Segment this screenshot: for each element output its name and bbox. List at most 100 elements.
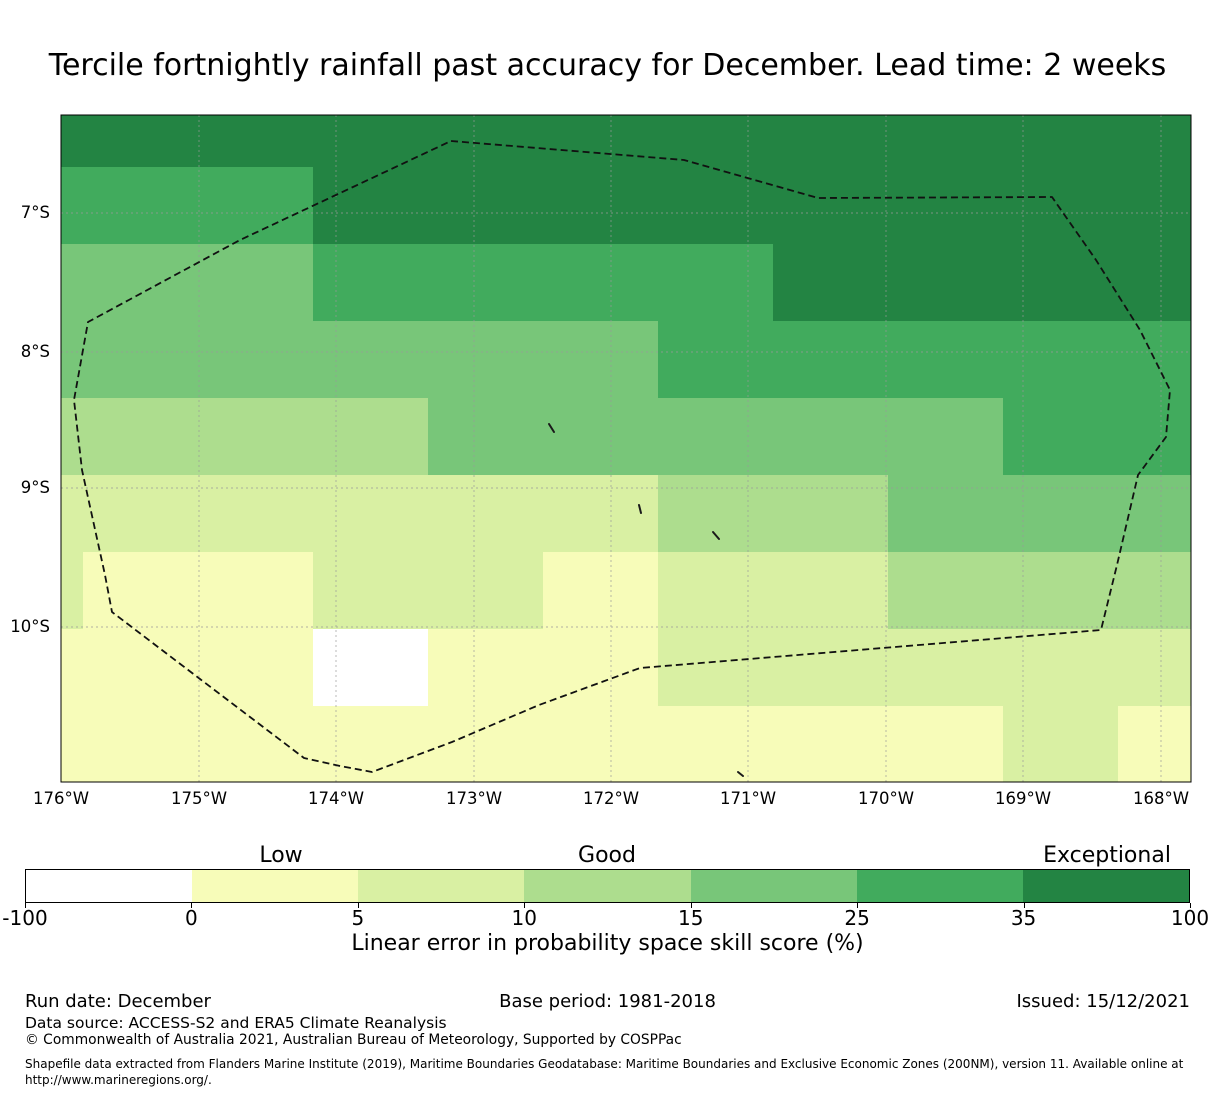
map-cell <box>61 398 83 475</box>
x-tick-label: 170°W <box>857 789 915 808</box>
map-cell <box>1003 706 1118 782</box>
colorbar-tick-label: 100 <box>1170 906 1210 930</box>
map-cell <box>198 706 313 782</box>
map-cell <box>1118 244 1191 321</box>
colorbar-category-label: Exceptional <box>1043 843 1171 868</box>
map-cell <box>773 167 888 244</box>
map-cell <box>1118 321 1191 398</box>
x-tick-label: 169°W <box>994 789 1052 808</box>
colorbar-tick-label: 15 <box>677 906 704 930</box>
map-cell <box>313 629 428 706</box>
copyright-text: © Commonwealth of Australia 2021, Austra… <box>25 1032 682 1048</box>
colorbar-tick-label: 25 <box>844 906 870 930</box>
island-marks <box>548 423 744 777</box>
y-tick-label: 10°S <box>10 617 50 636</box>
map-cell <box>83 475 198 552</box>
map-cell <box>543 167 658 244</box>
colorbar-segment <box>524 870 691 902</box>
x-tick-label: 176°W <box>32 789 90 808</box>
map-cell <box>83 398 198 475</box>
map-cells <box>61 115 1191 782</box>
x-tick-label: 174°W <box>307 789 365 808</box>
map-cell <box>313 244 428 321</box>
map-cell <box>428 475 543 552</box>
map-cell <box>428 244 543 321</box>
map-cell <box>1003 629 1118 706</box>
colorbar-tick-label: 10 <box>511 906 538 930</box>
map-cell <box>61 629 83 706</box>
map-cell <box>1003 321 1118 398</box>
map-cell <box>1118 398 1191 475</box>
colorbar-tick-mark <box>857 903 859 908</box>
map-cell <box>83 706 198 782</box>
colorbar-tick-mark <box>1190 903 1191 908</box>
colorbar-segment <box>26 870 193 902</box>
colorbar-tick-mark <box>690 903 692 908</box>
run-date-text: Run date: December <box>25 991 211 1012</box>
map-cell <box>888 475 1003 552</box>
map-cell <box>543 244 658 321</box>
map-cell <box>773 398 888 475</box>
rainfall-accuracy-map <box>60 114 1192 783</box>
y-tick-label: 8°S <box>20 342 50 361</box>
map-cell <box>428 321 543 398</box>
map-cell <box>1118 552 1191 629</box>
map-cell <box>773 706 888 782</box>
chart-title: Tercile fortnightly rainfall past accura… <box>48 48 1167 83</box>
map-cell <box>61 552 83 629</box>
map-cell <box>313 398 428 475</box>
colorbar-segment <box>690 870 857 902</box>
map-cell <box>543 706 658 782</box>
map-cell <box>658 552 773 629</box>
map-gridlines <box>61 115 1191 782</box>
map-cell <box>1118 706 1191 782</box>
map-cell <box>773 629 888 706</box>
map-cell <box>543 552 658 629</box>
map-cell <box>658 398 773 475</box>
map-cell <box>888 167 1003 244</box>
map-cell <box>543 321 658 398</box>
map-cell <box>1003 398 1118 475</box>
colorbar-segment <box>192 870 359 902</box>
map-cell <box>888 706 1003 782</box>
map-cell <box>543 629 658 706</box>
map-cell <box>313 321 428 398</box>
map-cell <box>658 167 773 244</box>
map-cell <box>658 629 773 706</box>
map-cell <box>773 475 888 552</box>
map-cell <box>61 706 83 782</box>
map-cell <box>1003 244 1118 321</box>
data-source-text: Data source: ACCESS-S2 and ERA5 Climate … <box>25 1014 447 1032</box>
map-cell <box>888 398 1003 475</box>
y-tick-label: 9°S <box>20 478 50 497</box>
map-cell <box>543 398 658 475</box>
colorbar-tick-mark <box>191 903 193 908</box>
map-cell <box>888 244 1003 321</box>
map-cell <box>198 629 313 706</box>
colorbar-tick-mark <box>524 903 526 908</box>
map-cell <box>313 475 428 552</box>
map-cell <box>1003 115 1118 167</box>
map-cell <box>773 244 888 321</box>
colorbar-tick-label: -100 <box>2 906 48 930</box>
colorbar-caption: Linear error in probability space skill … <box>351 931 864 956</box>
x-tick-label: 172°W <box>582 789 640 808</box>
map-cell <box>658 244 773 321</box>
map-cell <box>543 115 658 167</box>
map-cell <box>658 475 773 552</box>
map-cell <box>428 629 543 706</box>
colorbar-segment <box>358 870 525 902</box>
map-cell <box>61 115 83 167</box>
map-cell <box>198 398 313 475</box>
map-cell <box>198 552 313 629</box>
map-cell <box>61 167 83 244</box>
colorbar-tick-mark <box>1023 903 1025 908</box>
shapefile-url-text: http://www.marineregions.org/. <box>25 1073 212 1087</box>
map-cell <box>888 629 1003 706</box>
colorbar-tick-mark <box>25 903 26 908</box>
map-cell <box>1118 167 1191 244</box>
map-cell <box>83 115 198 167</box>
map-cell <box>1003 475 1118 552</box>
map-cell <box>773 321 888 398</box>
map-cell <box>658 706 773 782</box>
